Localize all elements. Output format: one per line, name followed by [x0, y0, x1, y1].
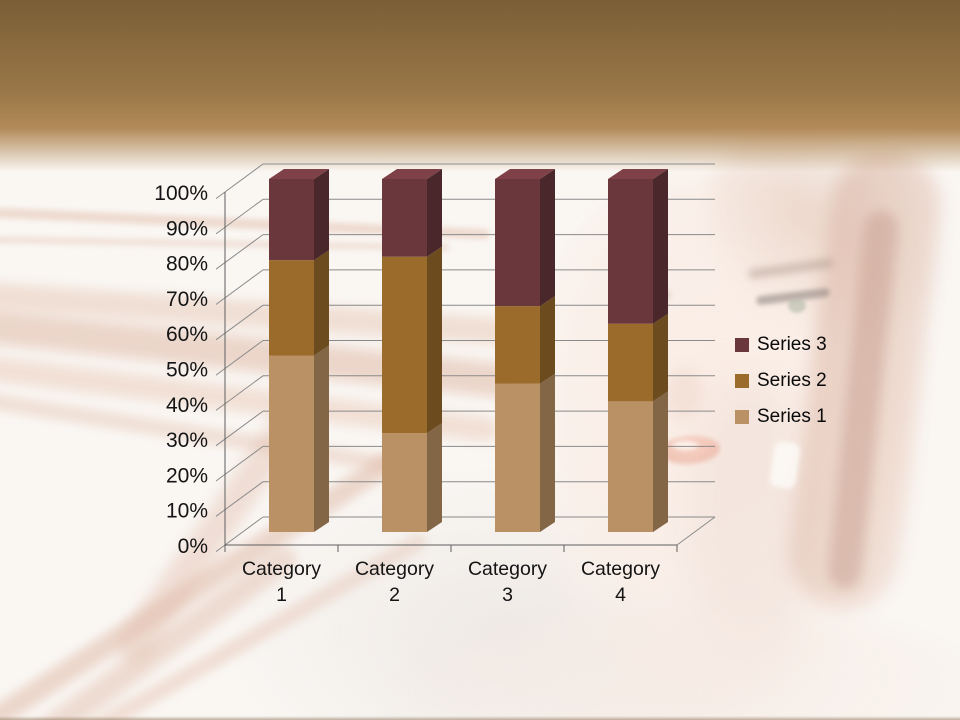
bar-segment — [382, 256, 427, 434]
bar-segment-side — [653, 313, 668, 402]
bar-segment-top — [495, 169, 555, 179]
bar-segment-side — [314, 169, 329, 261]
gridline-connector — [215, 375, 264, 411]
slide-bottom-border — [0, 716, 960, 720]
y-axis-tick-label: 60% — [166, 323, 208, 346]
bar-segment-side — [314, 345, 329, 532]
y-axis-tick-label: 80% — [166, 253, 208, 276]
legend-item: Series 1 — [735, 406, 827, 427]
legend-label: Series 1 — [757, 406, 827, 427]
eye — [788, 298, 806, 313]
category-label: Category — [581, 558, 660, 580]
category-label: Category — [242, 558, 321, 580]
bar-segment-side — [427, 169, 442, 257]
bar-segment — [269, 355, 314, 532]
bar-segment — [495, 179, 540, 307]
lips-highlight — [672, 441, 698, 450]
gridline-connector — [215, 340, 264, 376]
bar-segment-side — [540, 296, 555, 384]
bar-segment-side — [427, 246, 442, 434]
bar-segment — [495, 383, 540, 532]
gridline-connector — [215, 163, 264, 200]
gridline-connector — [215, 234, 264, 270]
category-label: 4 — [615, 584, 626, 606]
y-axis-tick-label: 90% — [166, 217, 208, 240]
bar-segment-side — [427, 423, 442, 532]
bar-segment-top — [269, 169, 329, 179]
header-band — [0, 0, 960, 128]
gridline-connector — [215, 269, 264, 305]
bar-segment — [382, 179, 427, 257]
legend-item: Series 2 — [735, 370, 827, 391]
bar-segment — [608, 401, 653, 532]
gridline-connector — [215, 481, 264, 517]
legend-swatch — [735, 337, 749, 352]
gridline-connector — [215, 198, 264, 235]
bar-segment-side — [314, 250, 329, 356]
y-axis-tick-label: 40% — [166, 394, 208, 417]
bar-segment-side — [653, 391, 668, 532]
legend-item: Series 3 — [735, 334, 827, 355]
gridline-connector — [215, 304, 264, 341]
category-label: 1 — [276, 584, 287, 606]
gridline-connector — [215, 410, 264, 447]
bar-segment — [382, 433, 427, 532]
gridline-connector — [215, 445, 264, 482]
bar-segment — [495, 306, 540, 384]
y-axis-tick-label: 0% — [178, 535, 208, 558]
legend-swatch — [735, 409, 749, 424]
bar-segment-side — [653, 169, 668, 324]
y-axis-tick-label: 50% — [166, 359, 208, 382]
category-label: 2 — [389, 584, 400, 606]
bar-segment — [269, 260, 314, 356]
category-label: Category — [468, 558, 547, 580]
category-label: Category — [355, 558, 434, 580]
y-axis-tick-label: 100% — [154, 182, 208, 205]
y-axis-tick-label: 20% — [166, 464, 208, 487]
header-fade — [0, 128, 960, 172]
bar-segment — [608, 179, 653, 324]
y-axis-tick-label: 30% — [166, 429, 208, 452]
y-axis-tick-label: 70% — [166, 288, 208, 311]
bar-segment — [269, 179, 314, 261]
category-label: 3 — [502, 584, 513, 606]
bar-segment-top — [608, 169, 668, 179]
legend-label: Series 3 — [757, 334, 827, 355]
legend-label: Series 2 — [757, 370, 827, 391]
bar-segment — [608, 323, 653, 402]
legend-swatch — [735, 373, 749, 388]
bar-segment-top — [382, 169, 442, 179]
bar-segment-side — [540, 169, 555, 307]
y-axis-tick-label: 10% — [166, 500, 208, 523]
floor-right-edge — [676, 516, 716, 546]
chart-legend[interactable]: Series 3 Series 2 Series 1 — [735, 334, 827, 442]
gridline-connector — [215, 516, 264, 553]
bar-segment-side — [540, 373, 555, 532]
